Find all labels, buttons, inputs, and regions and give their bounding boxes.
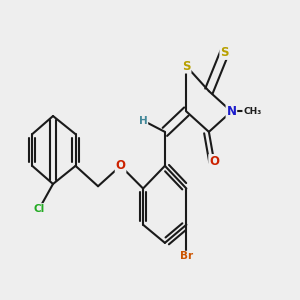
Text: S: S [220,46,229,59]
Text: O: O [209,155,219,168]
Text: CH₃: CH₃ [243,107,261,116]
Text: S: S [182,60,190,73]
Text: Br: Br [180,251,193,262]
Text: H: H [139,116,147,126]
Text: N: N [226,105,236,118]
Text: Cl: Cl [34,204,45,214]
Text: O: O [116,159,126,172]
